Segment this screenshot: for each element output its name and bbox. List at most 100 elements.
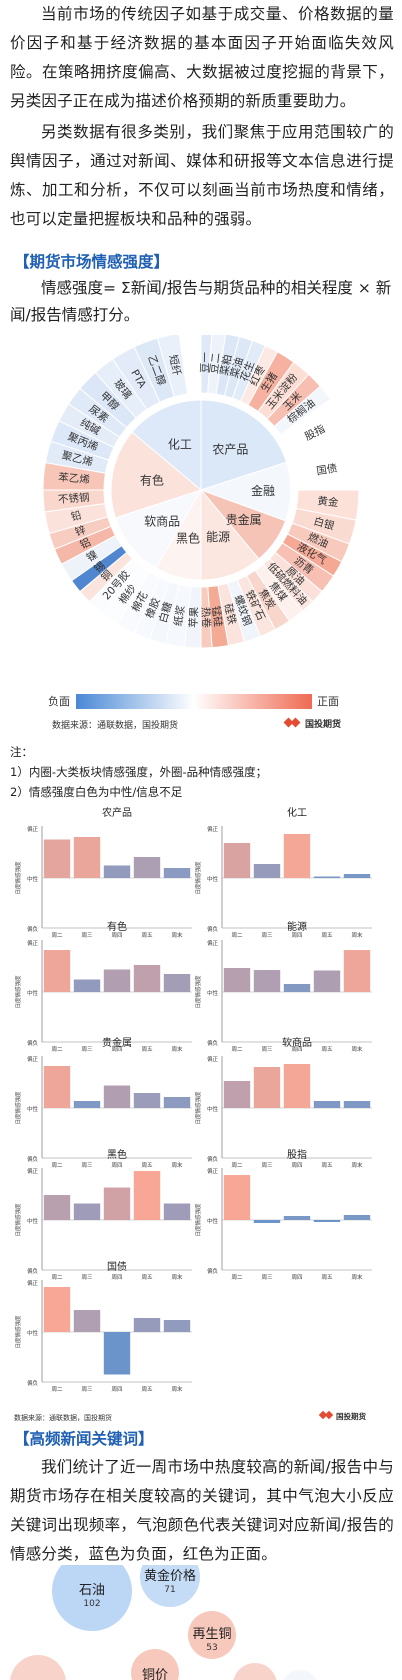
bar-axis-label: 日度情感强度 — [194, 1203, 202, 1237]
bar-category-label: 周二 — [231, 1162, 243, 1169]
bar — [313, 1101, 341, 1108]
bar-category-label: 周末 — [351, 1161, 363, 1169]
bar — [43, 950, 71, 992]
sunburst-sector-label: 农产品 — [212, 443, 248, 457]
sunburst-commodity-label: 豆二 — [208, 352, 222, 374]
bar — [283, 1064, 311, 1108]
bar-axis-tick-label: 偏负 — [27, 1155, 39, 1163]
bar-chart-title: 能源 — [287, 920, 307, 933]
bar — [133, 965, 161, 992]
sunburst-commodity-label: 国债 — [315, 461, 338, 477]
bar-category-label: 周四 — [291, 1046, 302, 1053]
bar — [103, 865, 131, 878]
bar — [103, 1187, 131, 1220]
bar-category-label: 周末 — [171, 1385, 183, 1393]
bar — [283, 834, 311, 878]
bar — [73, 1310, 101, 1332]
sunburst-source: 数据来源：通联数据，国投期货 — [52, 719, 178, 731]
sunburst-commodity-label: 锌 — [73, 523, 88, 539]
bar-category-label: 周三 — [81, 1386, 93, 1393]
sunburst-sector-label: 有色 — [140, 473, 164, 487]
bubble-label: 黄金价格 — [144, 1568, 196, 1584]
bar — [133, 1171, 161, 1220]
bar-category-label: 周五 — [141, 1162, 153, 1169]
legend-negative-label: 负面 — [48, 694, 70, 708]
bar-category-label: 周三 — [261, 932, 273, 939]
bar — [103, 1332, 131, 1375]
bar — [253, 1220, 281, 1223]
bar-axis-tick-label: 中性 — [207, 1217, 219, 1225]
sunburst-chart: 农产品金融贵金属能源黑色软商品有色化工豆一豆二菜粕菜油花生红枣生猪玉米淀粉玉米棕… — [42, 335, 360, 731]
bar-category-label: 周五 — [321, 932, 333, 939]
bar-category-label: 周四 — [111, 1046, 122, 1053]
sunburst-commodity-label: 不锈钢 — [58, 491, 90, 506]
bar-chart-title: 化工 — [287, 806, 307, 819]
bar-axis-label: 日度情感强度 — [194, 861, 202, 895]
bar-axis-tick-label: 中性 — [207, 989, 219, 997]
sunburst-sector-label: 金融 — [251, 483, 275, 498]
legend-positive-label: 正面 — [317, 695, 339, 708]
bar-axis-label: 日度情感强度 — [14, 1091, 22, 1125]
bar-category-label: 周末 — [171, 931, 183, 939]
bar-category-label: 周二 — [231, 1046, 243, 1053]
sunburst-commodity-label: 铅 — [70, 508, 83, 523]
sentiment-formula: 情感强度= Σ新闻/报告与期货品种的相关程度 × 新闻/报告情感打分。 — [10, 279, 392, 324]
bar — [343, 874, 371, 878]
bar-axis-tick-label: 偏负 — [207, 1267, 219, 1275]
bar-category-label: 周二 — [51, 1274, 63, 1281]
bar-axis-tick-label: 中性 — [27, 1329, 39, 1337]
bar — [43, 839, 71, 878]
bar — [43, 1066, 71, 1108]
note-1: 1）内圈-大类板块情感强度，外圈-品种情感强度； — [10, 765, 268, 779]
bar-category-label: 周三 — [261, 1162, 273, 1169]
bar-chart-title: 黑色 — [107, 1148, 127, 1161]
bar-axis-tick-label: 偏正 — [27, 1055, 39, 1063]
intro-paragraph-1: 当前市场的传统因子如基于成交量、价格数据的量价因子和基于经济数据的基本面因子开始… — [10, 5, 394, 110]
sunburst-commodity-label: 黄金 — [317, 494, 340, 509]
bar — [43, 1287, 71, 1332]
bar-category-label: 周四 — [111, 1274, 122, 1281]
bar-category-label: 周五 — [141, 932, 153, 939]
bar-axis-tick-label: 偏正 — [27, 939, 39, 947]
bar — [343, 950, 371, 992]
bar-axis-tick-label: 偏负 — [207, 1155, 219, 1163]
sunburst-sector — [114, 489, 203, 569]
bar-category-label: 周二 — [231, 932, 243, 939]
bar-category-label: 周二 — [51, 1046, 63, 1053]
bar-chart-title: 国债 — [107, 1260, 127, 1273]
bar — [73, 1203, 101, 1220]
bar-axis-tick-label: 偏正 — [207, 1167, 219, 1175]
bar — [223, 843, 251, 878]
bar-axis-tick-label: 中性 — [27, 875, 39, 883]
bars-source: 数据来源：通联数据，国投期货 — [14, 1413, 112, 1422]
keyword-bubble: 铜价 — [131, 1649, 179, 1680]
bar-category-label: 周三 — [261, 1046, 273, 1053]
bar-chart-title: 软商品 — [282, 1036, 312, 1049]
bar — [223, 1081, 251, 1108]
bar-axis-label: 日度情感强度 — [14, 861, 22, 895]
bar — [133, 1093, 161, 1108]
sunburst-commodity-label: 热卷 — [199, 607, 213, 629]
bar-category-label: 周二 — [231, 1274, 243, 1281]
bubble-count: 102 — [83, 1599, 100, 1609]
bar-axis-tick-label: 偏负 — [207, 925, 219, 933]
bar-category-label: 周二 — [51, 1162, 63, 1169]
sunburst-commodity-label: 菜油 — [228, 356, 246, 380]
legend-gradient-bar — [76, 694, 312, 709]
bar — [163, 1097, 191, 1108]
sunburst-sector-label: 能源 — [206, 530, 230, 544]
bar — [283, 1216, 311, 1220]
intro-paragraph-2: 另类数据有很多类别，我们聚焦于应用范围较广的舆情因子，通过对新闻、媒体和研报等文… — [10, 123, 394, 228]
bar — [163, 868, 191, 878]
bar-axis-tick-label: 偏正 — [207, 825, 219, 833]
bar-axis-tick-label: 偏正 — [27, 1279, 39, 1287]
bar — [163, 1203, 191, 1220]
sunburst-sector-label: 贵金属 — [226, 512, 262, 527]
